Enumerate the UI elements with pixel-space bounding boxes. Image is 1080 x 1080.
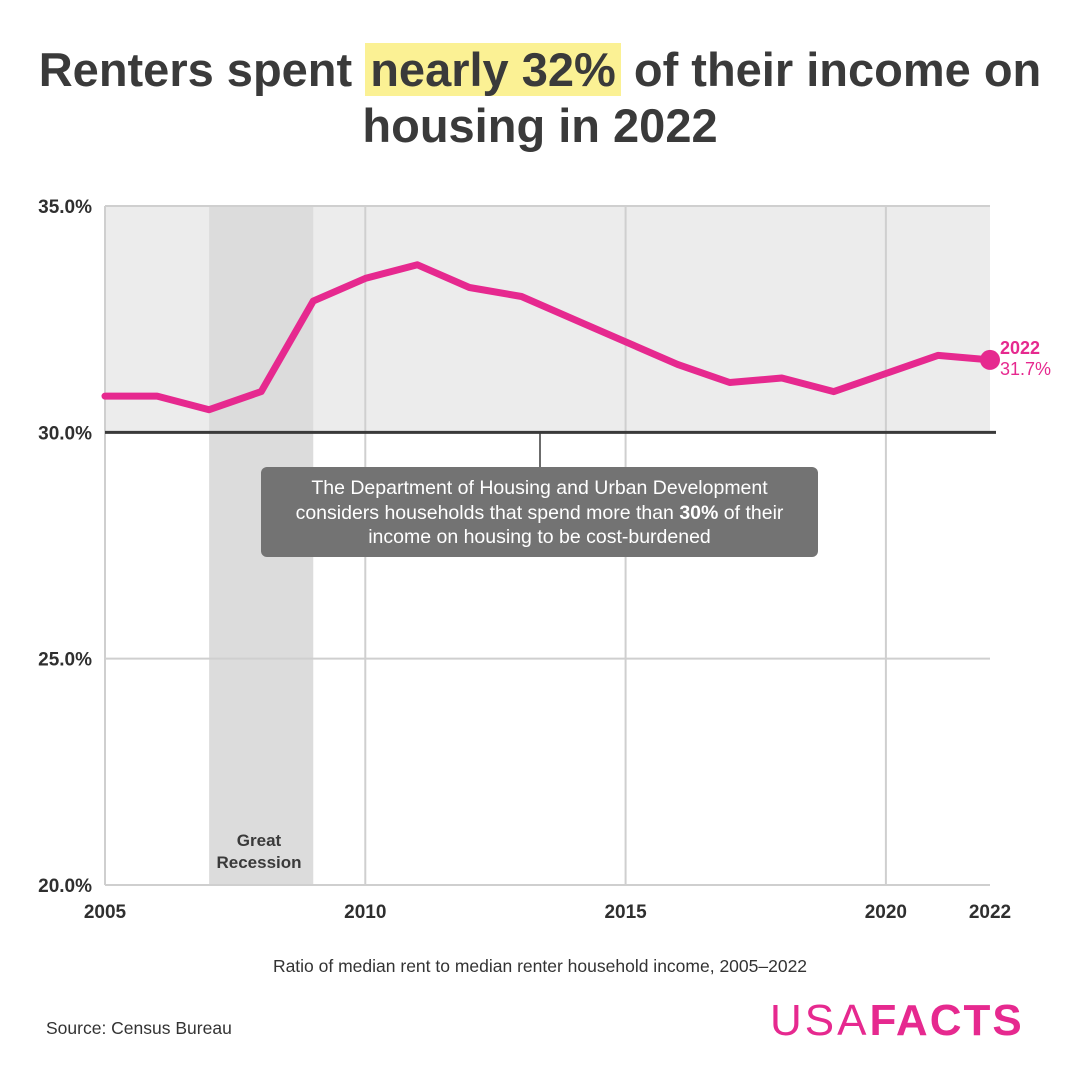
title-suffix: of their income on housing in 2022: [362, 43, 1042, 152]
x-tick-label: 2005: [84, 902, 127, 923]
series-line: [101, 261, 994, 414]
end-label: 2022 31.7%: [1000, 338, 1051, 380]
logo-part-usa: USA: [770, 996, 870, 1045]
recession-label: Great Recession: [216, 831, 302, 872]
horizontal-gridlines: [105, 205, 990, 660]
logo-part-facts: FACTS: [869, 996, 1024, 1045]
x-tick-label: 2015: [604, 902, 647, 923]
annotation-text-bold: 30%: [679, 501, 719, 524]
x-tick-label: 2022: [969, 902, 1011, 923]
annotation-text-before: The Department of Housing and Urban Deve…: [295, 477, 768, 524]
y-tick-labels: 20.0% 25.0% 30.0% 35.0%: [38, 197, 92, 897]
end-label-year: 2022: [1000, 338, 1041, 358]
x-tick-labels: 2005 2010 2015 2020 2022: [84, 902, 1011, 923]
y-tick-label: 30.0%: [38, 423, 92, 444]
title-highlight: nearly 32%: [365, 43, 621, 96]
end-point-marker: [980, 349, 1000, 370]
source-note: Source: Census Bureau: [46, 1018, 232, 1038]
title-prefix: Renters spent: [38, 43, 366, 96]
y-tick-label: 25.0%: [38, 650, 92, 671]
annotation-text-after: of their income on housing to be cost-bu…: [368, 501, 784, 549]
y-tick-label: 35.0%: [38, 197, 92, 218]
x-axis-caption: Ratio of median rent to median renter ho…: [272, 956, 808, 976]
annotation-box: The Department of Housing and Urban Deve…: [261, 467, 818, 557]
data-series: [101, 261, 1000, 414]
x-tick-label: 2010: [344, 902, 386, 923]
usafacts-logo: USAFACTS: [770, 996, 1024, 1046]
end-label-value: 31.7%: [1000, 359, 1052, 379]
x-tick-label: 2020: [865, 902, 907, 923]
y-tick-label: 20.0%: [38, 876, 92, 897]
chart-title: Renters spent nearly 32% of their income…: [0, 42, 1080, 154]
